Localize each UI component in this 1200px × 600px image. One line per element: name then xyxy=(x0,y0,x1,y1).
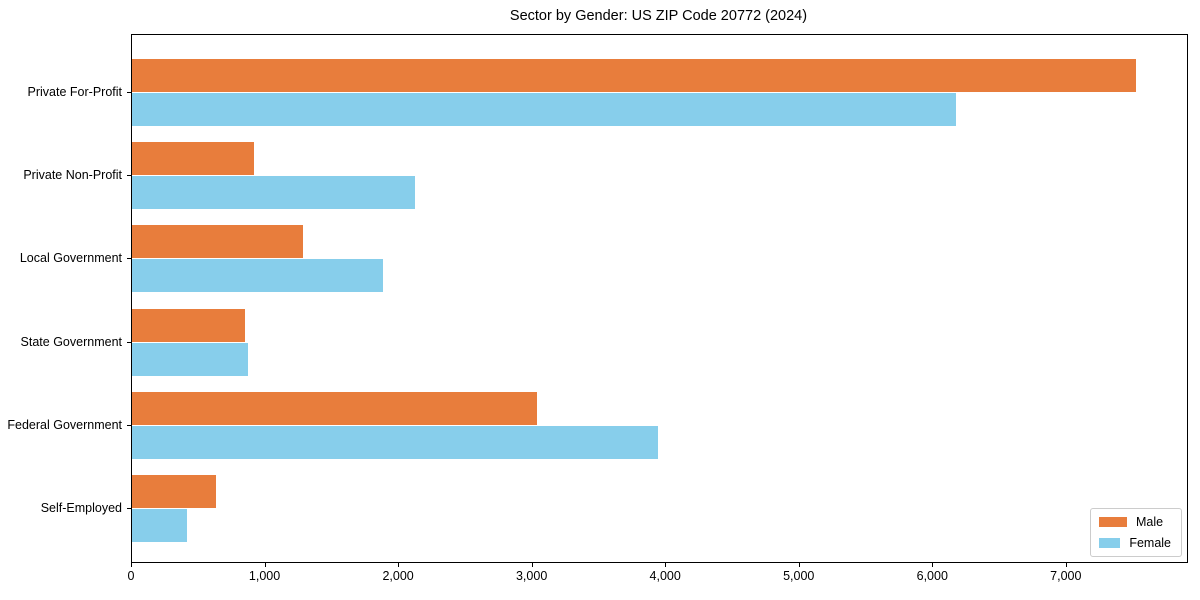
y-tick-mark xyxy=(127,175,131,177)
x-tick-mark xyxy=(798,563,800,567)
bar-male-local-government xyxy=(132,225,303,259)
bar-female-private-non-profit xyxy=(132,176,415,210)
y-tick-label-self-employed: Self-Employed xyxy=(40,501,122,515)
bar-female-local-government xyxy=(132,259,383,293)
x-tick-mark xyxy=(665,563,667,567)
x-tick-mark xyxy=(932,563,934,567)
bar-female-federal-government xyxy=(132,425,658,459)
x-tick-label-6-000: 6,000 xyxy=(916,569,948,583)
y-tick-mark xyxy=(127,258,131,260)
legend: Male Female xyxy=(1090,508,1182,557)
y-tick-label-local-government: Local Government xyxy=(19,251,122,266)
y-tick-label-state-government: State Government xyxy=(20,334,122,349)
x-tick-label-3-000: 3,000 xyxy=(515,569,548,583)
x-tick-label-5-000: 5,000 xyxy=(783,569,815,583)
y-tick-label-federal-government: Federal Government xyxy=(7,417,122,432)
y-tick-mark xyxy=(127,341,131,343)
y-tick-mark xyxy=(127,424,131,426)
bar-male-state-government xyxy=(132,308,245,342)
bar-female-self-employed xyxy=(132,509,187,542)
x-tick-mark xyxy=(131,563,132,567)
x-tick-mark xyxy=(531,563,533,567)
legend-swatch-male xyxy=(1099,517,1127,527)
bar-female-state-government xyxy=(132,342,248,376)
x-tick-label-2-000: 2,000 xyxy=(382,569,414,583)
y-tick-label-private-non-profit: Private Non-Profit xyxy=(23,168,122,183)
x-tick-mark xyxy=(398,563,400,567)
x-tick-label-4-000: 4,000 xyxy=(649,569,681,583)
x-tick-label-1-000: 1,000 xyxy=(248,569,281,583)
x-tick-label-0: 0 xyxy=(127,569,135,583)
legend-item-female: Female xyxy=(1099,536,1171,550)
x-tick-mark xyxy=(1065,563,1067,567)
legend-label-female: Female xyxy=(1129,536,1171,550)
x-tick-mark xyxy=(264,563,266,567)
legend-swatch-female xyxy=(1099,538,1121,548)
y-tick-mark xyxy=(127,508,131,509)
bar-male-private-non-profit xyxy=(132,142,254,176)
y-tick-mark xyxy=(127,92,131,93)
legend-item-male: Male xyxy=(1099,515,1171,529)
bar-male-federal-government xyxy=(132,391,537,425)
legend-label-male: Male xyxy=(1136,515,1164,529)
chart-title: Sector by Gender: US ZIP Code 20772 (202… xyxy=(509,8,808,24)
x-tick-label-7-000: 7,000 xyxy=(1050,569,1082,583)
bar-female-private-for-profit xyxy=(132,93,956,126)
y-tick-label-private-for-profit: Private For-Profit xyxy=(27,85,122,99)
bar-male-private-for-profit xyxy=(132,59,1136,92)
bar-male-self-employed xyxy=(132,475,216,508)
